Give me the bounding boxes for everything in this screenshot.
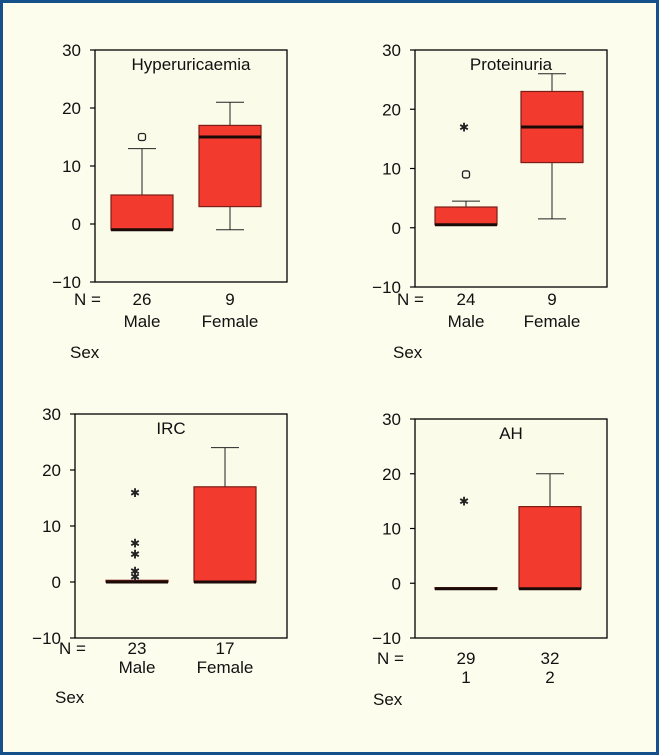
- box: [110, 194, 174, 231]
- x-axis-label: Sex: [70, 343, 100, 362]
- x-tick-label: 1: [461, 668, 470, 687]
- x-tick-label: Male: [119, 658, 156, 677]
- box-group: 9 Female: [520, 73, 584, 331]
- x-tick-label: Female: [202, 312, 259, 331]
- box-group: 9 Female: [198, 101, 262, 331]
- chart-title: Proteinuria: [470, 55, 553, 74]
- y-tick-label: 30: [382, 410, 401, 429]
- y-tick-label: 30: [382, 41, 401, 60]
- x-tick-label: Female: [524, 312, 581, 331]
- y-tick-label: 0: [72, 215, 81, 234]
- outlier-marker: ✱: [130, 548, 140, 562]
- chart-title: IRC: [156, 419, 185, 438]
- chart-panel: 30 20 10 0 −10 Proteinuria ✱ 24 Male 9 Female N = Se…: [372, 41, 608, 362]
- y-tick-label: 20: [382, 465, 401, 484]
- plot-area: [414, 49, 608, 288]
- y-tick-label: −10: [372, 278, 401, 297]
- n-label: N =: [59, 639, 86, 658]
- box: [518, 506, 582, 590]
- y-tick-label: 20: [62, 99, 81, 118]
- n-value: 9: [225, 290, 234, 309]
- box-group: 322: [518, 473, 582, 687]
- chart-panel: 30 20 10 0 −10 Hyperuricaemia 26 Male 9 Female N =…: [52, 41, 288, 362]
- n-label: N =: [377, 649, 404, 668]
- box: [434, 206, 498, 226]
- outlier-marker: ✱: [130, 486, 140, 500]
- box: [198, 124, 262, 208]
- x-axis-label: Sex: [55, 688, 85, 707]
- n-value: 23: [128, 639, 147, 658]
- outlier-marker: ✱: [130, 564, 140, 578]
- y-tick-label: 0: [52, 573, 61, 592]
- chart-title: Hyperuricaemia: [131, 55, 251, 74]
- y-tick-label: −10: [52, 273, 81, 292]
- outlier-marker: ✱: [459, 121, 469, 135]
- y-tick-label: 0: [392, 574, 401, 593]
- outlier-marker: [461, 170, 471, 179]
- outlier-marker: ✱: [130, 536, 140, 550]
- box-group: ✱ 291: [434, 495, 498, 687]
- box-group: 26 Male: [110, 132, 174, 331]
- y-tick-label: 20: [382, 100, 401, 119]
- n-label: N =: [397, 290, 424, 309]
- x-axis-label: Sex: [393, 343, 423, 362]
- y-tick-label: 30: [42, 405, 61, 424]
- n-label: N =: [74, 290, 101, 309]
- n-value: 26: [133, 290, 152, 309]
- y-tick-label: 30: [62, 41, 81, 60]
- y-tick-label: −10: [32, 629, 61, 648]
- x-tick-label: Female: [197, 658, 254, 677]
- n-value: 32: [541, 649, 560, 668]
- y-tick-label: 20: [42, 461, 61, 480]
- chart-panel: 30 20 10 0 −10 AH ✱ 291 322 N = Sex: [372, 410, 608, 709]
- outlier-marker: [137, 132, 147, 142]
- x-axis-label: Sex: [373, 690, 403, 709]
- y-tick-label: 10: [382, 520, 401, 539]
- outlier-marker: ✱: [459, 495, 469, 509]
- y-tick-label: 10: [382, 160, 401, 179]
- outlier-marker: ✱: [130, 570, 140, 584]
- x-tick-label: 2: [545, 668, 554, 687]
- y-tick-label: 10: [62, 157, 81, 176]
- n-value: 17: [216, 639, 235, 658]
- x-tick-label: Male: [124, 312, 161, 331]
- n-value: 24: [457, 290, 476, 309]
- box-group: ✱ 24 Male: [434, 121, 498, 331]
- y-tick-label: 10: [42, 517, 61, 536]
- box: [193, 486, 257, 583]
- n-value: 9: [547, 290, 556, 309]
- y-tick-label: 0: [392, 219, 401, 238]
- n-value: 29: [457, 649, 476, 668]
- x-tick-label: Male: [448, 312, 485, 331]
- y-tick-label: −10: [372, 629, 401, 648]
- chart-title: AH: [499, 424, 523, 443]
